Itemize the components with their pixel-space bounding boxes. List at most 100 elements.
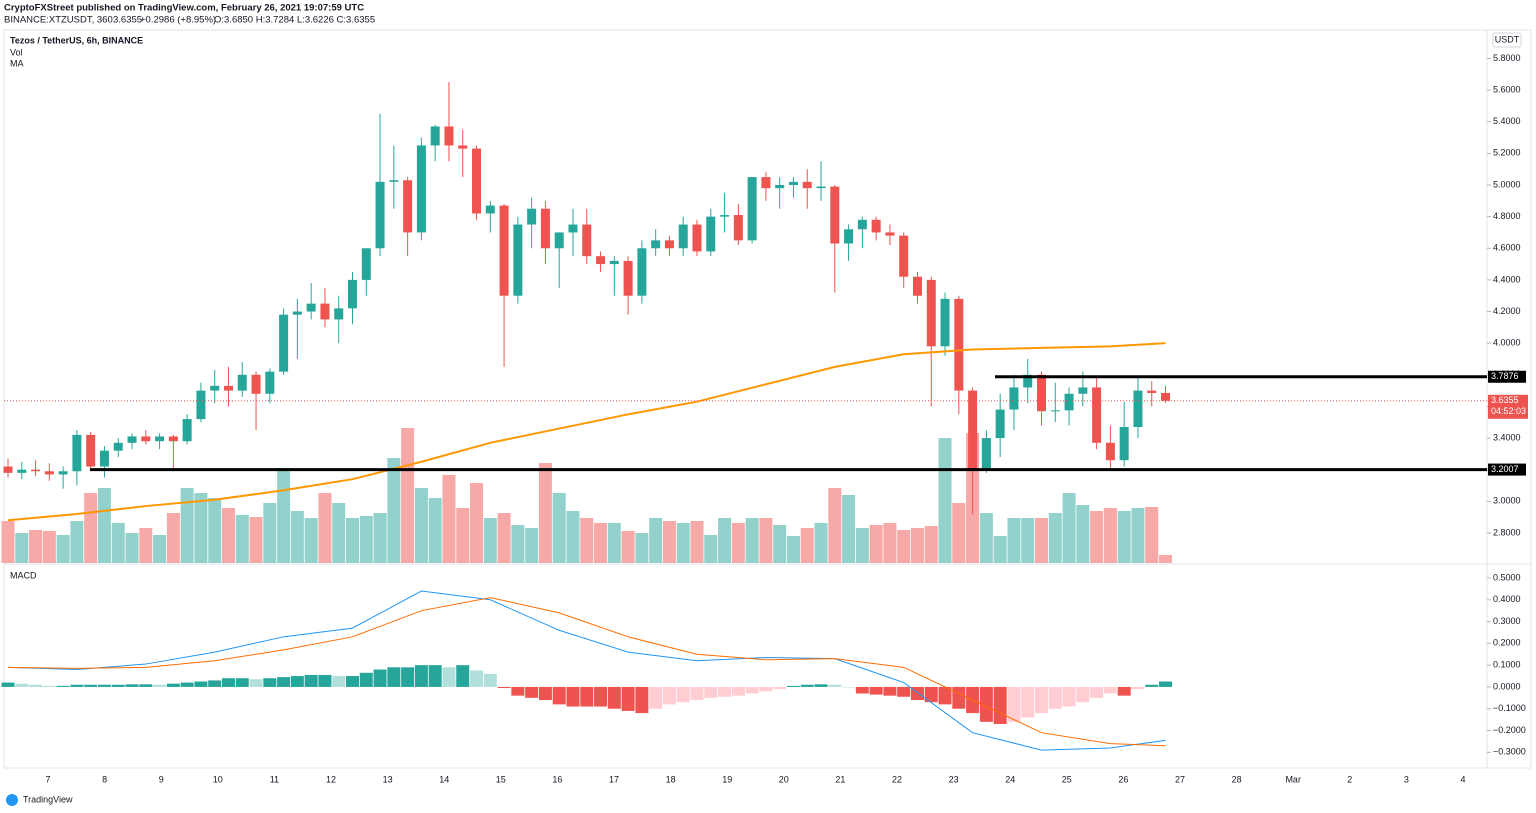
volume-bar (897, 530, 911, 563)
volume-bar (1159, 555, 1173, 563)
candle-body (609, 260, 619, 265)
x-tick-label: 14 (439, 774, 449, 784)
volume-bar (800, 528, 814, 563)
histogram-bar (387, 667, 401, 687)
candle-body (499, 205, 509, 296)
volume-bar (525, 528, 539, 563)
ma-label: MA (10, 58, 24, 68)
volume-bar (855, 528, 869, 563)
y-tick-label: 5.4000 (1493, 116, 1521, 126)
volume-bar (401, 428, 415, 563)
candle-body (1092, 387, 1102, 443)
candle-body (141, 436, 151, 442)
histogram-bar (649, 686, 663, 709)
y-tick-label: −0.1000 (1493, 703, 1526, 713)
volume-bar (745, 518, 759, 563)
histogram-bar (704, 686, 718, 698)
candle-body (568, 224, 578, 233)
volume-bar (690, 521, 704, 563)
histogram-bar (1076, 686, 1090, 703)
histogram-bar (42, 685, 56, 687)
candle-body (775, 184, 785, 189)
volume-bar (1035, 518, 1048, 563)
candle-body (196, 390, 206, 420)
candle-body (430, 126, 440, 146)
candle-body (155, 436, 165, 442)
candle-body (265, 371, 275, 394)
volume-bar (221, 508, 235, 563)
histogram-bar (580, 686, 594, 707)
volume-bar (414, 488, 428, 563)
ma-line (7, 342, 1166, 522)
volume-bar (910, 528, 924, 563)
y-tick-label: 4.4000 (1493, 274, 1521, 284)
volume-bar (304, 518, 318, 563)
candle-body (1023, 374, 1033, 388)
volume-bar (1131, 508, 1145, 563)
candle-body (513, 224, 523, 296)
volume-bar (773, 525, 787, 563)
currency-box (1492, 32, 1522, 48)
histogram-bar (290, 676, 304, 687)
volume-bar (814, 523, 828, 563)
volume-bar (1062, 493, 1076, 563)
macd-line (7, 590, 1166, 751)
x-tick-label: 15 (496, 774, 506, 784)
candle-body (86, 434, 96, 467)
volume-bar (84, 493, 98, 563)
x-tick-label: 18 (666, 774, 676, 784)
signal-line (7, 597, 1166, 747)
volume-bar (387, 458, 401, 563)
y-tick-label: 0.5000 (1493, 572, 1521, 582)
volume-bar (938, 438, 952, 563)
x-tick-label: 10 (213, 774, 223, 784)
volume-bar (442, 475, 456, 563)
candle-body (279, 314, 289, 372)
volume-bar (1117, 511, 1131, 563)
brand: TradingView (23, 794, 73, 804)
histogram-bar (249, 679, 263, 687)
y-tick-label: 0.3000 (1493, 616, 1521, 626)
volume-bar (346, 518, 359, 563)
histogram-bar (221, 678, 235, 687)
volume-bar (718, 518, 732, 563)
histogram-bar (1021, 686, 1035, 718)
volume-bar (180, 488, 194, 563)
candle-body (733, 215, 743, 241)
volume-bar (511, 525, 525, 563)
volume-bar (235, 515, 249, 563)
volume-bar (56, 535, 70, 563)
volume-bar (97, 488, 111, 563)
y-tick-label: 0.2000 (1493, 638, 1521, 648)
publisher: CryptoFXStreet published on TradingView.… (4, 3, 364, 14)
currency: USDT (1495, 34, 1520, 44)
y-tick-label: 2.8000 (1493, 527, 1521, 537)
candle-body (251, 374, 261, 394)
macd-label: MACD (10, 570, 37, 580)
candle-body (1133, 390, 1143, 427)
candle-body (223, 385, 233, 391)
candle-body (857, 219, 867, 230)
candle-body (968, 390, 978, 470)
candle-body (1064, 393, 1074, 411)
histogram-bar (359, 672, 373, 687)
volume-bar (635, 533, 649, 563)
volume-bar (153, 535, 167, 563)
x-tick-label: 12 (326, 774, 336, 784)
last: 3.6355 (113, 15, 142, 26)
volume-bar (277, 468, 291, 563)
candle-body (1119, 426, 1129, 461)
candle-body (651, 240, 661, 249)
volume-bar (456, 508, 470, 563)
histogram-bar (70, 684, 84, 687)
volume-bar (290, 511, 304, 563)
histogram-bar (1048, 686, 1062, 709)
volume-bar (979, 513, 993, 563)
x-tick-label: 17 (609, 774, 619, 784)
x-tick-label: 13 (383, 774, 393, 784)
histogram-bar (621, 686, 635, 711)
histogram-bar (1131, 686, 1145, 690)
x-tick-label: 27 (1175, 774, 1185, 784)
vol-label: Vol (10, 47, 23, 57)
